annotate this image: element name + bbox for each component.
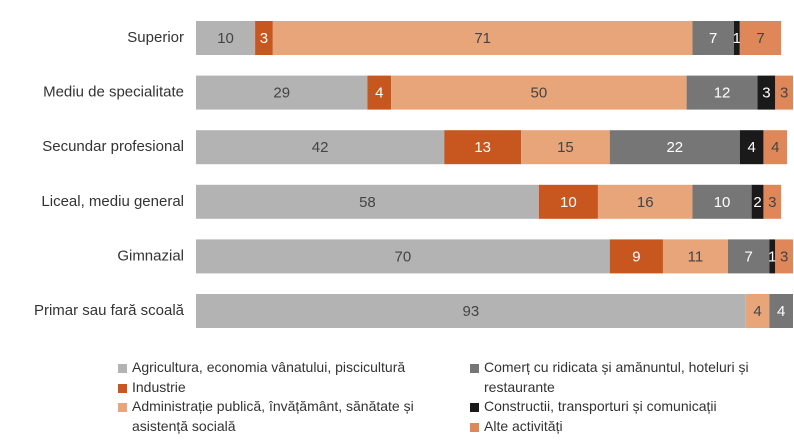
legend-swatch — [470, 403, 479, 412]
value-label: 4 — [375, 85, 383, 102]
legend-label: Industrie — [132, 378, 186, 395]
bar-segment — [391, 75, 687, 110]
value-label: 16 — [637, 194, 654, 211]
bar-segment — [745, 294, 770, 328]
value-label: 1 — [768, 248, 776, 265]
bar-segment — [739, 21, 782, 55]
legend-swatch — [118, 364, 127, 373]
bar-segment — [769, 239, 776, 274]
value-label: 3 — [780, 85, 788, 102]
bar-segment — [196, 21, 256, 55]
bar-segment — [763, 184, 782, 219]
legend-left: Agricultura, economia vânatului, piscicu… — [118, 358, 463, 436]
value-label: 2 — [753, 194, 761, 211]
value-label: 93 — [463, 303, 480, 320]
value-label: 3 — [768, 194, 776, 211]
value-label: 71 — [474, 30, 491, 47]
bar-segment — [521, 130, 610, 165]
legend-item: Agricultura, economia vânatului, piscicu… — [118, 358, 463, 378]
category-label: Liceal, mediu general — [41, 193, 184, 210]
value-label: 4 — [777, 303, 785, 320]
legend-swatch — [118, 383, 127, 393]
value-label: 42 — [312, 139, 329, 156]
value-label: 22 — [666, 139, 683, 156]
bar-segment — [692, 184, 752, 219]
value-label: 9 — [632, 248, 640, 265]
value-label: 4 — [771, 139, 779, 156]
legend-swatch — [470, 364, 479, 373]
bar-segment — [733, 21, 740, 55]
bar-segment — [662, 239, 728, 274]
bar-segment — [255, 21, 273, 55]
category-label: Superior — [127, 29, 184, 46]
bar-segment — [609, 239, 663, 274]
legend-swatch — [118, 403, 127, 412]
category-label: Secundar profesional — [42, 138, 184, 155]
bar-segment — [196, 75, 368, 110]
bar-segment — [686, 75, 758, 110]
bar-segment — [196, 130, 445, 165]
bar-segment — [727, 239, 770, 274]
value-label: 7 — [756, 30, 764, 47]
value-label: 4 — [753, 303, 761, 320]
bar-segment — [775, 239, 793, 274]
legend-label: Constructii, transporturi și comunicații — [484, 398, 717, 414]
category-label: Mediu de specialitate — [43, 84, 184, 101]
value-label: 50 — [530, 85, 547, 102]
legend-item: Administrație publică, învățământ, sănăt… — [118, 397, 463, 436]
value-label: 3 — [780, 248, 788, 265]
value-label: 10 — [217, 30, 234, 47]
legend-right: Comerț cu ridicata și amănuntul, hotelur… — [470, 358, 790, 436]
bar-segment — [763, 130, 788, 165]
value-label: 7 — [744, 248, 752, 265]
legend-label: Administrație publică, învățământ, sănăt… — [132, 398, 414, 434]
legend-item: Alte activități — [470, 417, 790, 437]
legend-label: Comerț cu ridicata și amănuntul, hotelur… — [484, 359, 749, 395]
bar-segment — [775, 75, 793, 110]
value-label: 15 — [557, 139, 574, 156]
value-label: 7 — [709, 30, 717, 47]
bar-segment — [769, 294, 793, 328]
bar-segment — [444, 130, 522, 165]
value-label: 58 — [359, 194, 376, 211]
bar-segment — [367, 75, 392, 110]
category-label: Gimnazial — [117, 247, 184, 264]
value-label: 3 — [762, 85, 770, 102]
legend-label: Agricultura, economia vânatului, piscicu… — [132, 359, 406, 375]
value-label: 4 — [747, 139, 755, 156]
legend-item: Industrie — [118, 378, 463, 398]
bar-segment — [739, 130, 764, 165]
value-label: 3 — [260, 30, 268, 47]
legend-item: Comerț cu ridicata și amănuntul, hotelur… — [470, 358, 790, 397]
bar-segment — [757, 75, 776, 110]
legend-swatch — [470, 422, 479, 432]
value-label: 1 — [733, 30, 741, 47]
bar-segment — [751, 184, 764, 219]
legend-item: Constructii, transporturi și comunicații — [470, 397, 790, 417]
bar-segment — [692, 21, 734, 55]
value-label: 10 — [560, 194, 577, 211]
category-label: Primar sau fară scoală — [34, 302, 185, 319]
bar-segment — [272, 21, 693, 55]
value-label: 29 — [273, 85, 290, 102]
bar-segment — [196, 239, 610, 274]
value-label: 12 — [714, 85, 731, 102]
bar-segment — [196, 184, 539, 219]
bar-segment — [196, 294, 746, 328]
value-label: 13 — [474, 139, 491, 156]
value-label: 10 — [714, 194, 731, 211]
bar-segment — [609, 130, 740, 165]
value-label: 70 — [395, 248, 412, 265]
legend-label: Alte activități — [484, 417, 563, 434]
bar-segment — [538, 184, 598, 219]
bar-segment — [597, 184, 693, 219]
value-label: 11 — [688, 248, 704, 265]
